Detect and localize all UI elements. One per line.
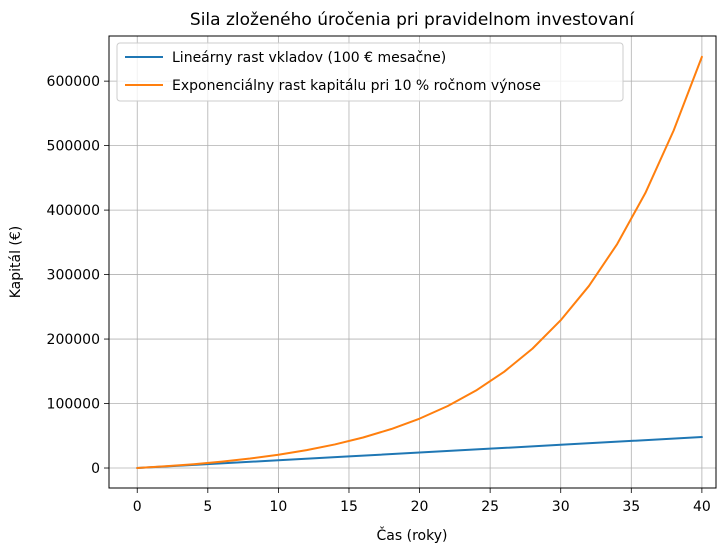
x-tick-label: 30 (552, 499, 570, 515)
legend-label-exponential: Exponenciálny rast kapitálu pri 10 % roč… (172, 78, 541, 94)
series-line-linear (136, 436, 703, 470)
grid (109, 36, 716, 488)
y-axis-label: Kapitál (€) (8, 226, 24, 299)
y-axis: 0 100000 200000 300000 400000 500000 600000 (47, 74, 109, 477)
x-tick-label: 25 (481, 499, 499, 515)
x-tick-label: 15 (340, 499, 358, 515)
x-tick-label: 10 (269, 499, 287, 515)
chart-title: Sila zloženého úročenia pri pravidelnom … (190, 10, 635, 30)
y-tick-label: 400000 (47, 203, 100, 219)
x-axis: 0 5 10 15 20 25 30 35 40 (133, 488, 711, 515)
y-tick-label: 200000 (47, 332, 100, 348)
legend-label-linear: Lineárny rast vkladov (100 € mesačne) (172, 50, 446, 66)
x-axis-label: Čas (roky) (377, 526, 448, 544)
x-tick-label: 0 (133, 499, 142, 515)
x-tick-label: 35 (622, 499, 640, 515)
x-tick-label: 40 (693, 499, 711, 515)
x-tick-label: 20 (411, 499, 429, 515)
y-tick-label: 300000 (47, 268, 100, 284)
y-tick-label: 500000 (47, 139, 100, 155)
series-line-exponential (136, 55, 703, 470)
x-tick-label: 5 (203, 499, 212, 515)
series-layer (136, 55, 703, 470)
plot-frame (108, 35, 717, 489)
y-tick-label: 100000 (47, 397, 100, 413)
legend: Lineárny rast vkladov (100 € mesačne) Ex… (116, 42, 624, 102)
legend-box (116, 42, 624, 102)
y-tick-label: 0 (91, 461, 100, 477)
y-tick-label: 600000 (47, 74, 100, 90)
